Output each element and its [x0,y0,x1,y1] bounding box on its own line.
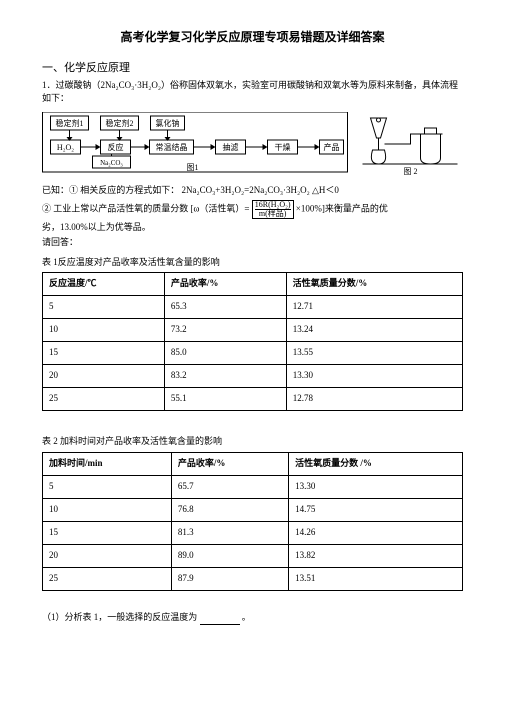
table-row: 1585.013.55 [43,342,463,365]
known-1: 已知：① 相关反应的方程式如下： 2Na₂CO₃+3H₂O₂=2Na₂CO₃·3… [42,184,463,198]
paragraph-1: 1．过碳酸钠（2Na₂CO₃·3H₂O₂）俗称固体双氧水，实验室可用碳酸钠和双氧… [42,79,463,106]
process-diagram: 稳定剂1 稳定剂2 氯化钠 H₂O₂ 反应 常温结晶 抽滤 干燥 产品 Na₂C… [42,112,463,176]
table-row: 1073.213.24 [43,319,463,342]
svg-text:Na₂CO₃: Na₂CO₃ [100,159,123,167]
svg-text:图 2: 图 2 [404,167,418,176]
col-header: 活性氧质量分数 /% [289,452,463,475]
known-2: ② 工业上常以产品活性氧的质量分数 [ω（活性氧）= 16R(H₂O₂)m(样品… [42,200,463,219]
svg-text:常温结晶: 常温结晶 [156,142,188,152]
table-2: 加料时间/min 产品收率/% 活性氧质量分数 /% 565.713.30 10… [42,452,463,591]
table-row: 2083.213.30 [43,365,463,388]
table-row: 2587.913.51 [43,567,463,590]
table-header-row: 反应温度/℃ 产品收率/% 活性氧质量分数/% [43,273,463,296]
page: 高考化学复习化学反应原理专项易错题及详细答案 一、化学反应原理 1．过碳酸钠（2… [0,0,505,625]
svg-text:抽滤: 抽滤 [223,142,239,152]
svg-text:H₂O₂: H₂O₂ [57,143,74,152]
table-row: 2555.112.78 [43,388,463,411]
known-2b: ×100%]来衡量产品的优 [296,203,388,213]
svg-text:干燥: 干燥 [275,143,291,152]
table1-caption: 表 1反应温度对产品收率及活性氧含量的影响 [42,256,463,270]
table-row: 2089.013.82 [43,544,463,567]
svg-text:产品: 产品 [324,142,340,152]
known-3: 劣，13.00%以上为优等品。 [42,221,463,235]
blank-line [200,611,240,626]
col-header: 活性氧质量分数/% [286,273,462,296]
table2-caption: 表 2 加料时间对产品收率及活性氧含量的影响 [42,435,463,449]
ask: 请回答： [42,236,463,250]
section-heading: 一、化学反应原理 [42,60,463,77]
table-header-row: 加料时间/min 产品收率/% 活性氧质量分数 /% [43,452,463,475]
table-row: 1581.314.26 [43,521,463,544]
table-row: 565.312.71 [43,296,463,319]
svg-text:氯化钠: 氯化钠 [156,118,180,128]
svg-text:稳定剂1: 稳定剂1 [56,118,84,128]
col-header: 产品收率/% [171,452,288,475]
doc-title: 高考化学复习化学反应原理专项易错题及详细答案 [42,28,463,46]
table-row: 565.713.30 [43,475,463,498]
svg-text:稳定剂2: 稳定剂2 [106,118,134,128]
table-1: 反应温度/℃ 产品收率/% 活性氧质量分数/% 565.312.71 1073.… [42,272,463,411]
known-2a: ② 工业上常以产品活性氧的质量分数 [ω（活性氧）= [42,203,250,213]
col-header: 加料时间/min [43,452,172,475]
col-header: 产品收率/% [164,273,286,296]
table-row: 1076.814.75 [43,498,463,521]
col-header: 反应温度/℃ [43,273,165,296]
question-1: （1）分析表 1，一般选择的反应温度为 。 [42,611,463,626]
fraction-icon: 16R(H₂O₂)m(样品) [252,200,294,219]
svg-text:图1: 图1 [187,163,199,172]
svg-text:反应: 反应 [108,142,124,152]
